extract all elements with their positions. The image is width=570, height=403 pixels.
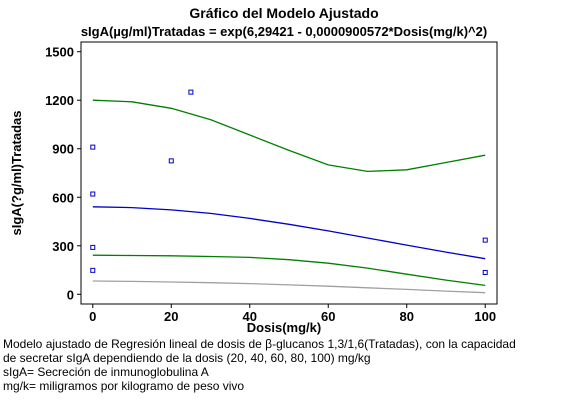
data-point [90,267,96,273]
data-point [90,144,96,150]
y-axis: 0 300 600 900 1200 1500 [45,45,81,302]
x-axis: 0 20 40 60 80 100 [89,304,496,324]
lower-prediction-line [92,280,486,294]
x-tick-label: 40 [243,309,257,324]
data-point [90,244,96,250]
fitted-model-chart: Gráfico del Modelo Ajustado sIgA(µg/ml)T… [9,5,498,335]
x-axis-label: Dosis(mg/k) [247,320,321,335]
y-tick-label: 900 [52,142,74,157]
y-tick-label: 1200 [45,93,74,108]
x-tick-label: 80 [400,309,414,324]
figure-caption: Modelo ajustado de Regresión lineal de d… [3,337,569,393]
data-point [90,191,96,197]
caption-line-2: de secretar sIgA dependiendo de la dosis… [3,351,371,365]
x-tick-label: 100 [474,309,496,324]
data-point [482,269,488,275]
caption-line-3: sIgA= Secreción de inmunoglobulina A [3,365,209,379]
fitted-line [92,206,486,260]
x-tick-label: 60 [321,309,335,324]
y-axis-label: sIgA(?g/ml)Tratadas [9,111,24,236]
chart-title: Gráfico del Modelo Ajustado [189,5,378,21]
chart-subtitle: sIgA(µg/ml)Tratadas = exp(6,29421 - 0,00… [81,24,487,39]
lower-limit-line [92,254,486,287]
x-tick-label: 0 [89,309,96,324]
y-tick-label: 0 [67,287,74,302]
y-tick-label: 600 [52,190,74,205]
y-tick-label: 1500 [45,45,74,60]
upper-limit-line [92,99,486,173]
data-point [188,89,194,95]
caption-line-1: Modelo ajustado de Regresión lineal de d… [3,337,516,351]
data-point [482,237,488,243]
plot-frame [80,41,498,305]
caption-line-4: mg/k= miligramos por kilogramo de peso v… [3,379,245,393]
data-point [168,158,174,164]
y-tick-label: 300 [52,239,74,254]
plot-area [90,89,488,294]
x-tick-label: 20 [164,309,178,324]
